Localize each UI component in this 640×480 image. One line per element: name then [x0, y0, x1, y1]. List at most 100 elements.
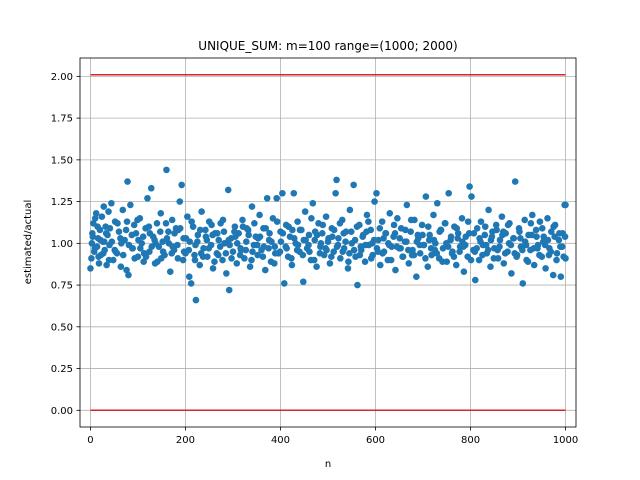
data-point: [89, 233, 97, 240]
data-point: [188, 218, 195, 225]
data-point: [481, 231, 489, 239]
data-point: [196, 261, 204, 269]
data-point: [306, 248, 313, 255]
data-point: [351, 236, 359, 244]
data-point: [118, 240, 125, 247]
data-point: [94, 223, 101, 230]
data-point: [105, 208, 112, 215]
data-point: [175, 226, 182, 234]
data-point: [186, 238, 194, 245]
data-point: [184, 213, 191, 220]
data-point: [100, 238, 108, 245]
data-point: [397, 245, 404, 252]
data-point: [516, 228, 523, 235]
data-point: [442, 240, 450, 247]
data-point: [553, 250, 561, 257]
data-point: [386, 209, 394, 217]
data-point: [208, 221, 215, 229]
data-point: [88, 255, 95, 262]
data-point: [419, 231, 426, 239]
data-point: [220, 228, 228, 235]
data-point: [536, 218, 544, 225]
data-point: [431, 246, 439, 254]
data-point: [542, 265, 549, 272]
data-point: [100, 203, 108, 210]
data-point: [233, 240, 241, 247]
data-point: [422, 193, 430, 200]
data-point: [387, 256, 395, 264]
data-point: [380, 235, 387, 242]
data-point: [373, 189, 380, 197]
data-point: [553, 256, 560, 264]
data-point: [263, 194, 271, 202]
data-point: [224, 186, 232, 194]
data-point: [191, 256, 199, 264]
data-point: [470, 230, 478, 237]
data-point: [475, 256, 483, 264]
data-point: [356, 251, 364, 259]
data-point: [105, 256, 113, 264]
data-point: [261, 266, 269, 274]
data-point: [254, 235, 262, 242]
data-point: [534, 245, 541, 252]
data-point: [236, 251, 244, 259]
data-point: [87, 265, 94, 272]
y-axis-ticks: 0.00 0.25 0.50 0.75 1.00 1.25 1.50 1.75 2.00: [51, 72, 80, 417]
data-point: [169, 243, 176, 250]
data-point: [91, 245, 99, 252]
data-point: [135, 236, 142, 244]
data-point: [557, 243, 564, 250]
data-point: [243, 225, 251, 232]
data-point: [305, 231, 313, 239]
data-point: [283, 245, 290, 252]
data-point: [225, 286, 233, 294]
x-tick-label: 200: [176, 435, 195, 446]
data-point: [425, 236, 433, 244]
data-point: [163, 235, 171, 242]
data-point: [311, 236, 318, 244]
data-point: [484, 246, 492, 254]
data-point: [277, 238, 285, 245]
data-point: [532, 226, 540, 234]
data-point: [106, 225, 114, 232]
data-point: [464, 218, 472, 225]
data-point: [365, 218, 372, 225]
data-point: [342, 238, 349, 245]
data-point: [200, 245, 207, 252]
data-point: [166, 268, 174, 276]
data-point: [180, 248, 188, 255]
data-point: [290, 189, 298, 197]
data-point: [198, 208, 205, 215]
data-point: [137, 245, 144, 252]
data-point: [439, 258, 446, 266]
data-point: [146, 248, 153, 255]
data-point: [492, 221, 500, 229]
data-point: [433, 199, 441, 207]
y-tick-label: 1.25: [51, 197, 73, 208]
data-point: [363, 211, 371, 219]
data-point: [165, 228, 172, 235]
data-point: [219, 256, 226, 264]
data-point: [253, 241, 261, 249]
data-point: [317, 240, 325, 247]
data-point: [428, 251, 435, 259]
plot-frame: [79, 57, 577, 428]
data-point: [300, 236, 308, 244]
data-point: [557, 273, 565, 281]
data-point: [192, 296, 200, 304]
data-point: [119, 251, 127, 259]
data-point: [328, 233, 336, 240]
y-tick-label: 1.50: [51, 155, 73, 166]
data-point: [404, 246, 412, 254]
data-point: [562, 201, 569, 209]
data-point: [108, 199, 115, 207]
data-point: [510, 235, 518, 242]
data-point: [458, 214, 466, 222]
data-point: [504, 221, 512, 229]
data-point: [481, 223, 489, 230]
data-point: [152, 240, 159, 247]
data-point: [215, 236, 223, 244]
data-point: [194, 231, 202, 239]
data-point: [144, 194, 151, 202]
data-point: [332, 189, 339, 197]
